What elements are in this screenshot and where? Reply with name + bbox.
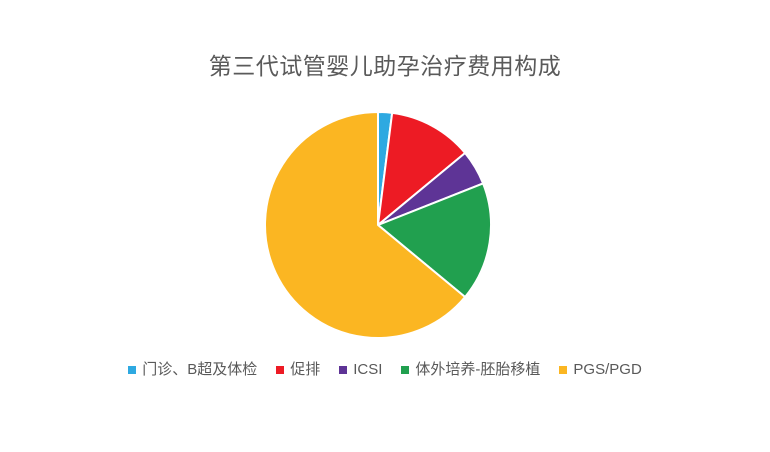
legend-swatch-icon — [401, 366, 410, 374]
legend-swatch-icon — [276, 366, 285, 374]
legend-swatch-icon — [559, 366, 568, 374]
pie-slice-5 — [264, 111, 467, 339]
legend-label: ICSI — [353, 361, 383, 378]
legend-swatch-icon — [339, 366, 348, 374]
pie-chart-area — [258, 105, 498, 345]
legend-item-2: 促排 — [276, 358, 320, 382]
legend-label: PGS/PGD — [573, 361, 642, 378]
chart-title: 第三代试管婴儿助孕治疗费用构成 — [208, 53, 562, 79]
pie-slice-2 — [377, 111, 467, 226]
legend-label: 体外培养-胚胎移植 — [415, 361, 541, 378]
pie-slice-4 — [377, 182, 492, 299]
pie-chart — [264, 111, 492, 339]
legend-item-1: 门诊、B超及体检 — [128, 358, 257, 382]
legend-label: 门诊、B超及体检 — [142, 361, 258, 378]
legend-item-5: PGS/PGD — [559, 358, 642, 382]
legend-item-3: ICSI — [339, 358, 382, 382]
legend-label: 促排 — [290, 361, 321, 378]
legend-item-4: 体外培养-胚胎移植 — [401, 358, 540, 382]
legend: 门诊、B超及体检 促排 ICSI 体外培养-胚胎移植 PGS/PGD — [0, 358, 770, 382]
legend-swatch-icon — [128, 366, 137, 374]
